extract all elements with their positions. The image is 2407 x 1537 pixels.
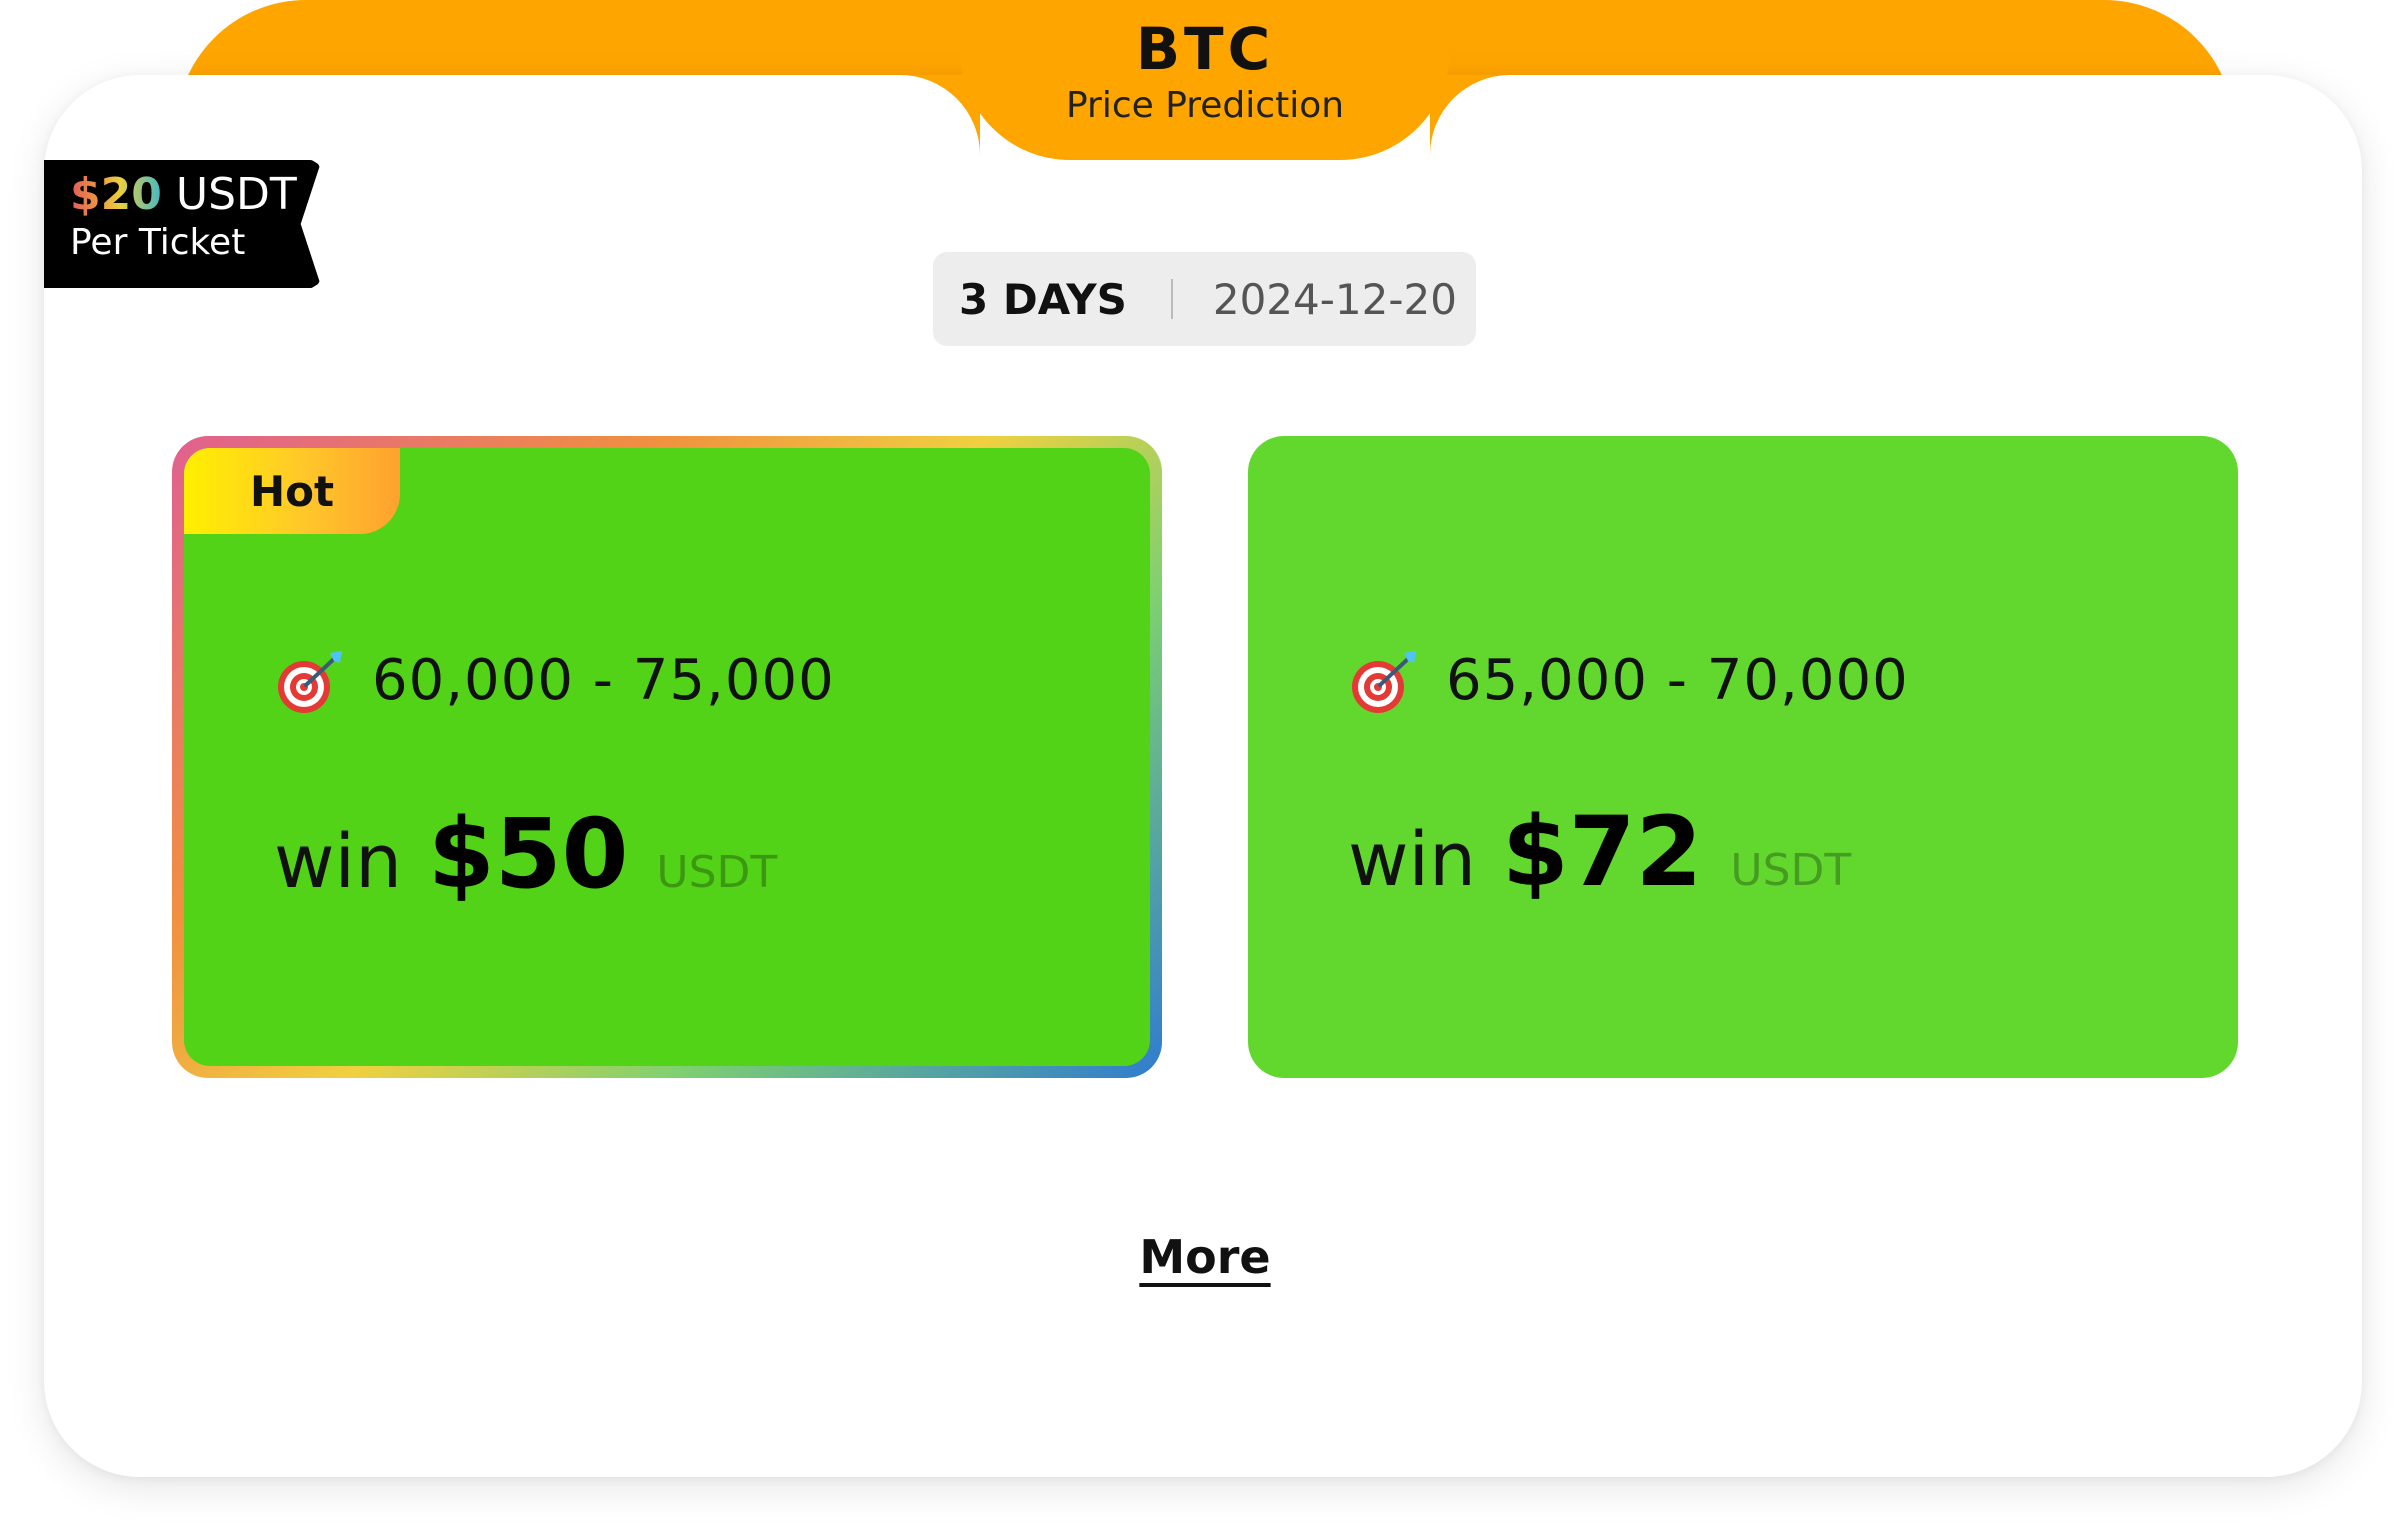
ticket-label: Per Ticket	[70, 221, 246, 263]
target-dart-icon	[274, 649, 342, 713]
win-amount: $50	[427, 798, 629, 910]
header-title-block: BTC Price Prediction	[960, 15, 1450, 127]
header-notch	[960, 0, 1450, 160]
duration-divider	[1170, 279, 1173, 319]
header-notch-corner-right	[1430, 75, 1510, 155]
more-link[interactable]: More	[1139, 1230, 1271, 1284]
ticket-price-ribbon: $20 USDT Per Ticket	[44, 160, 320, 288]
win-amount: $72	[1501, 796, 1703, 908]
win-label: win	[274, 819, 402, 905]
price-range-row: 65,000 - 70,000	[1348, 648, 1909, 713]
price-range-row: 60,000 - 75,000	[274, 648, 835, 713]
page-title: BTC	[1135, 15, 1275, 83]
duration-days: 3 DAYS	[959, 274, 1127, 324]
prediction-option-1[interactable]: Hot 60,000 - 75,000 win	[172, 436, 1162, 1078]
prediction-option-1-body: Hot 60,000 - 75,000 win	[184, 448, 1150, 1066]
win-unit: USDT	[656, 847, 778, 898]
ticket-price: $20	[70, 169, 162, 220]
duration-date: 2024-12-20	[1212, 274, 1457, 324]
payout-row: win $72 USDT	[1348, 796, 1851, 908]
payout-row: win $50 USDT	[274, 798, 777, 910]
target-dart-icon	[1348, 649, 1416, 713]
price-range: 60,000 - 75,000	[372, 648, 835, 713]
page-subtitle: Price Prediction	[1065, 84, 1345, 126]
hot-badge: Hot	[184, 448, 400, 534]
price-range: 65,000 - 70,000	[1446, 648, 1909, 713]
win-unit: USDT	[1730, 845, 1852, 896]
prediction-option-2[interactable]: 65,000 - 70,000 win $72 USDT	[1248, 436, 2238, 1078]
duration-pill: 3 DAYS 2024-12-20	[933, 252, 1476, 346]
win-label: win	[1348, 817, 1476, 903]
ticket-currency: USDT	[175, 169, 297, 220]
ticket-price-line: $20 USDT	[70, 169, 320, 221]
